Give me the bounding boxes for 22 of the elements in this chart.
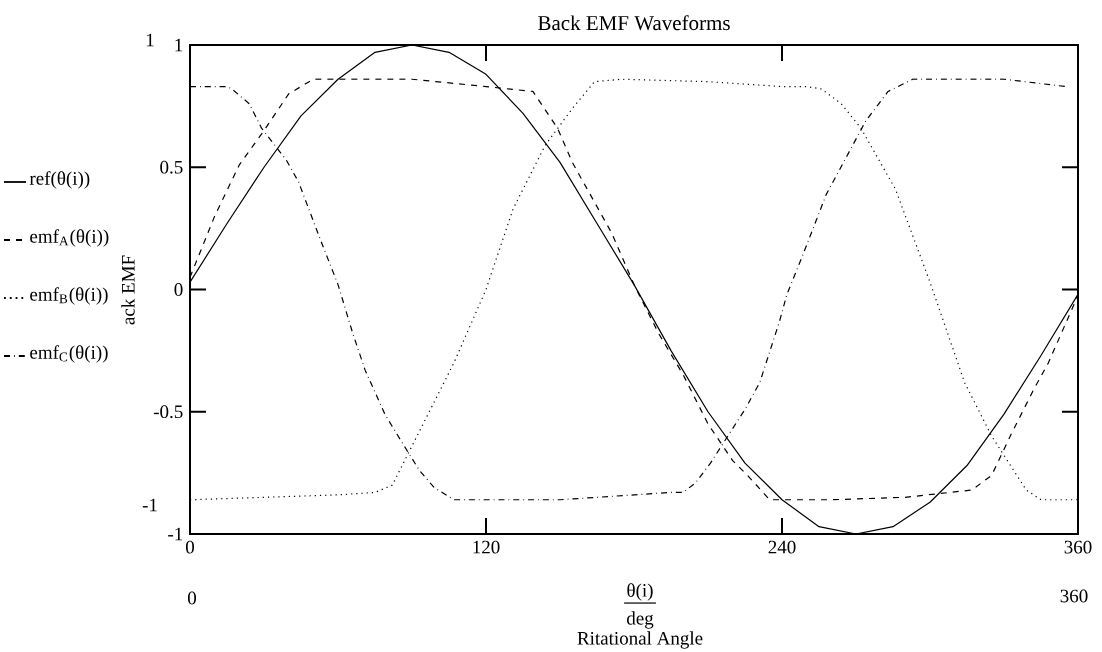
y-tick-label: -1 [168,527,183,541]
legend-label: emf$_{B}$(θ(i)) [30,287,108,305]
x-axis-title: Ritational Angle [577,631,703,649]
text: 1 [146,33,154,47]
y-tick-label: 1 [175,38,183,52]
y-axis-title: ack EMF [121,255,135,325]
x-tick-label: 0 [185,540,195,554]
legend-label: emf$_{C}$(θ(i)) [30,345,108,363]
y-tick-label: -0.5 [153,405,183,419]
text: deg [626,611,654,629]
y-tick-label: 0.5 [160,160,183,174]
legend-label: ref(θ(i)) [29,171,90,189]
text: 0 [187,591,197,605]
x-tick-label: 240 [768,540,796,554]
y-tick-label: 0 [174,283,183,296]
x-tick-label: 360 [1064,540,1092,554]
text: -1 [142,498,157,512]
x-tick-label: 120 [473,540,500,554]
text: θ(i) [627,583,653,601]
text: 360 [1060,589,1088,603]
legend-label: emf$_{A}$(θ(i)) [30,229,109,247]
chart-title: Back EMF Waveforms [538,15,730,31]
